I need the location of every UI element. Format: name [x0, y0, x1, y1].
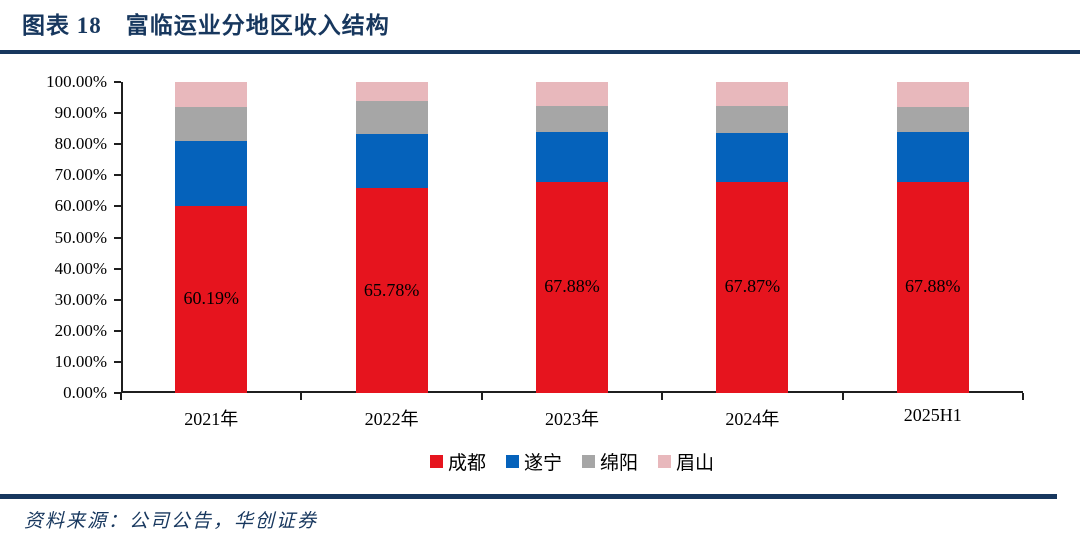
legend-label: 绵阳 [600, 453, 639, 474]
bar-data-label: 65.78% [363, 279, 420, 300]
title-rule [0, 50, 1080, 54]
chart-title: 图表 18 富临运业分地区收入结构 [22, 13, 390, 38]
bar-segment-meishan [896, 82, 969, 108]
source-rule [0, 494, 1057, 499]
x-axis-tick [661, 393, 664, 400]
bar-segment-suining [175, 141, 248, 206]
y-axis-tick-label: 0.00% [63, 383, 107, 402]
y-axis-tick-label: 50.00% [54, 227, 107, 247]
y-axis-tick [114, 360, 121, 363]
bar-segment-meishan [536, 82, 608, 107]
x-axis-category-label: 2023年 [545, 409, 599, 429]
legend-swatch-mianyang [582, 455, 595, 468]
bar-segment-chengdu [896, 181, 969, 393]
y-axis-tick [114, 143, 121, 146]
source-text: 资料来源：公司公告，华创证券 [24, 511, 319, 532]
legend-item-suining: 遂宁 [505, 448, 562, 475]
bar-data-label: 67.88% [905, 276, 961, 297]
bar-segment-meishan [716, 82, 789, 107]
x-axis-tick [480, 393, 483, 400]
bar-segment-chengdu [536, 181, 608, 393]
y-axis-tick [114, 81, 121, 83]
bar-segment-chengdu [355, 188, 428, 393]
legend-item-mianyang: 绵阳 [582, 448, 638, 475]
x-axis-category-label: 2022年 [364, 409, 419, 429]
y-axis-tick-label: 70.00% [54, 165, 107, 185]
y-axis-tick-label: 30.00% [54, 289, 107, 309]
y-axis-tick-label: 40.00% [54, 258, 107, 278]
y-axis-tick [114, 329, 121, 332]
y-axis-tick [114, 236, 121, 239]
y-axis-tick-label: 20.00% [54, 320, 107, 340]
bar-segment-mianyang [536, 106, 608, 132]
y-axis-tick [114, 392, 121, 394]
bar-segment-meishan [355, 82, 428, 102]
y-axis-tick-label: 90.00% [54, 103, 107, 123]
y-axis-tick [114, 298, 121, 301]
bar-data-label: 60.19% [183, 288, 239, 309]
x-axis-category-label: 2021年 [184, 409, 239, 429]
y-axis-tick [114, 112, 121, 115]
x-axis-category-label: 2025H1 [903, 405, 962, 425]
bar-segment-mianyang [716, 106, 789, 134]
chart-legend: 成都 遂宁 绵阳 眉山 [121, 448, 1023, 475]
bar-segment-chengdu [175, 205, 248, 393]
y-axis-tick-label: 80.00% [54, 134, 107, 154]
x-axis-tick [1022, 393, 1024, 400]
bar-segment-mianyang [175, 107, 248, 142]
bar-segment-mianyang [355, 101, 428, 134]
legend-label: 遂宁 [523, 453, 562, 474]
x-axis-tick [300, 393, 303, 400]
y-axis-tick-label: 100.00% [46, 72, 107, 91]
bar-data-label: 67.88% [544, 276, 600, 297]
legend-swatch-meishan [658, 455, 672, 468]
legend-item-meishan: 眉山 [658, 448, 714, 475]
x-axis-tick [120, 393, 122, 400]
legend-label: 成都 [447, 453, 486, 474]
bar-segment-suining [355, 133, 428, 189]
bar-segment-suining [896, 132, 969, 182]
y-axis-tick [114, 174, 121, 177]
bar-segment-mianyang [896, 107, 969, 133]
y-axis-tick-label: 10.00% [54, 351, 107, 371]
bar-segment-meishan [175, 82, 248, 108]
x-axis-category-label: 2024年 [725, 409, 780, 429]
legend-label: 眉山 [676, 453, 715, 474]
x-axis-tick [841, 393, 844, 400]
bar-data-label: 67.87% [724, 276, 781, 297]
bar-segment-suining [536, 131, 608, 182]
y-axis-tick [114, 205, 121, 208]
bar-segment-chengdu [716, 181, 789, 393]
legend-swatch-chengdu [429, 455, 443, 468]
y-axis-tick [114, 267, 121, 270]
y-axis-tick-label: 60.00% [54, 196, 107, 216]
bar-segment-suining [716, 133, 789, 182]
legend-swatch-suining [505, 455, 519, 468]
legend-item-chengdu: 成都 [429, 448, 486, 475]
